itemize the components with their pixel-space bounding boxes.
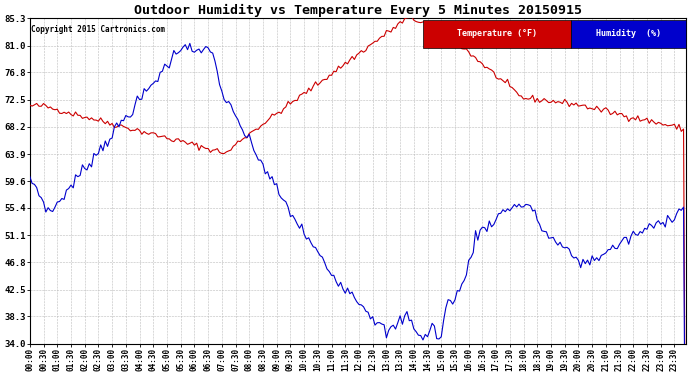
Text: Humidity  (%): Humidity (%) (596, 29, 661, 38)
FancyBboxPatch shape (571, 20, 686, 48)
FancyBboxPatch shape (424, 20, 571, 48)
Title: Outdoor Humidity vs Temperature Every 5 Minutes 20150915: Outdoor Humidity vs Temperature Every 5 … (134, 4, 582, 17)
Text: Copyright 2015 Cartronics.com: Copyright 2015 Cartronics.com (31, 25, 166, 34)
Text: Temperature (°F): Temperature (°F) (457, 29, 538, 38)
